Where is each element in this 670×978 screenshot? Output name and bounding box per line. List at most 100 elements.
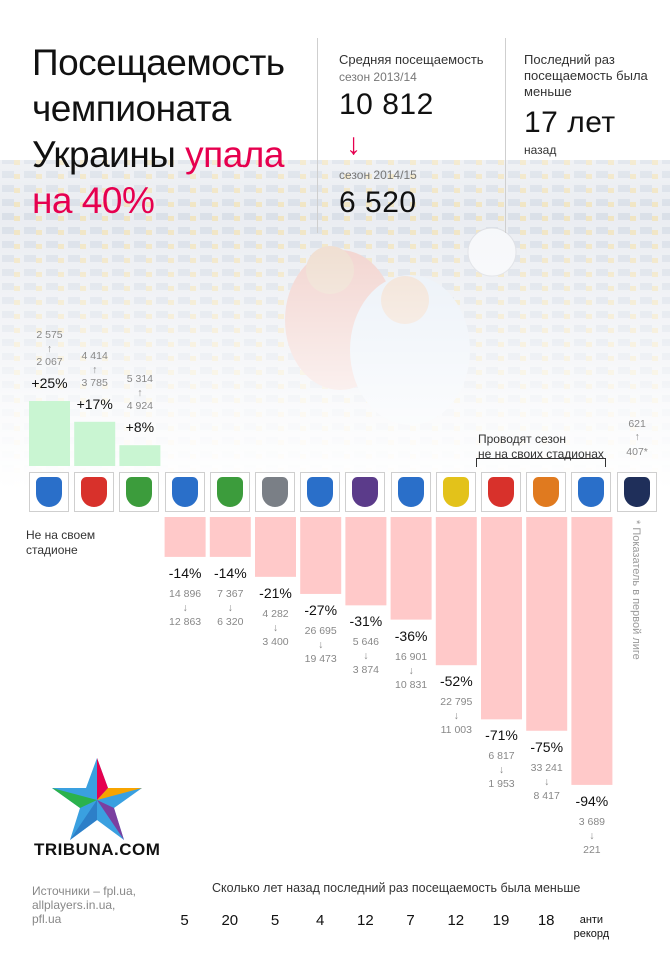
up-arrow-icon: ↑: [46, 343, 53, 355]
title-highlight: упала: [185, 134, 284, 175]
attendance-before-10: 22 795: [440, 696, 473, 709]
bar-13: [571, 517, 613, 785]
years-value-6: 5: [270, 912, 280, 929]
down-arrow-icon: ↓: [182, 601, 188, 614]
bar-4: [164, 517, 206, 557]
change-label-5: -14%: [213, 564, 247, 581]
club-logo-1: [29, 472, 69, 512]
club-logo-2: [74, 472, 115, 512]
change-label-13: -94%: [575, 792, 609, 809]
years-value-12: 18: [537, 912, 555, 929]
years-title: Сколько лет назад последний раз посещаем…: [212, 881, 581, 895]
group-label-2: не на своих стадионах: [478, 447, 604, 461]
shield-orange-icon: [533, 477, 560, 507]
title-line-3: Украины упала: [32, 132, 285, 178]
shield-blue-icon: [36, 477, 62, 507]
years-value-4: 5: [180, 912, 189, 929]
shield-gray-icon: [262, 477, 288, 507]
attendance-before-7: 26 695: [304, 624, 337, 637]
shield-green-icon: [216, 477, 243, 507]
down-arrow-icon: ↓: [408, 664, 414, 677]
avg-attendance-label: Средняя посещаемость: [339, 52, 484, 67]
attendance-before-8: 5 646: [352, 636, 380, 649]
shield-yellow-icon: [442, 477, 469, 507]
not-home-note-2: стадионе: [26, 543, 78, 557]
attendance-after-3: 5 314: [126, 373, 154, 386]
attendance-after-11: 1 953: [488, 778, 515, 791]
attendance-before-6: 4 282: [262, 607, 289, 620]
sources-1: Источники – fpl.ua,: [32, 884, 136, 898]
attendance-before-1: 2 067: [36, 356, 63, 368]
divider-2: [505, 38, 506, 233]
attendance-after-2: 4 414: [81, 349, 108, 362]
bar-8: [345, 517, 387, 606]
shield-red-icon: [81, 477, 108, 507]
bar-3: [119, 445, 161, 466]
change-label-3: +8%: [125, 419, 155, 436]
sources: Источники – fpl.ua, allplayers.in.ua, pf…: [32, 884, 136, 926]
season-2-value: 6 520: [339, 186, 417, 219]
change-label-10: -52%: [439, 673, 473, 690]
change-label-11: -71%: [485, 727, 518, 744]
title-line-3a: Украины: [32, 134, 186, 175]
shield-green-icon: [126, 477, 153, 507]
down-arrow-icon: ↓: [363, 650, 369, 663]
decrease-arrow-icon: ↓: [346, 128, 361, 161]
attendance-after-1: 2 575: [36, 329, 63, 341]
group-label: Проводят сезон не на своих стадионах: [478, 432, 604, 462]
season-1-label: сезон 2013/14: [339, 70, 417, 84]
change-label-2: +17%: [76, 395, 113, 412]
up-arrow-icon: ↑: [137, 387, 143, 400]
club-logo-4: [164, 472, 205, 512]
title-line-1: Посещаемость: [32, 42, 285, 83]
bar-2: [74, 421, 116, 466]
attendance-before-11: 6 817: [488, 750, 515, 763]
last-lower-suffix: назад: [524, 143, 557, 157]
attendance-before-2: 3 785: [81, 376, 108, 389]
club-logo-9: [390, 472, 431, 512]
bar-7: [300, 517, 342, 594]
down-arrow-icon: ↓: [589, 829, 595, 842]
attendance-after-4: 12 863: [169, 615, 202, 628]
years-value-8: 12: [357, 912, 374, 929]
page-title: Посещаемость чемпионата Украины упала на…: [32, 40, 285, 224]
down-arrow-icon: ↓: [453, 710, 459, 723]
club-logo-14: [616, 472, 657, 512]
club-logo-10: [435, 472, 476, 512]
attendance-after-14: 621: [628, 418, 646, 430]
change-label-4: -14%: [168, 564, 202, 581]
change-label-9: -36%: [394, 627, 428, 644]
attendance-after-12: 8 417: [533, 789, 560, 802]
change-label-8: -31%: [349, 613, 383, 630]
tribuna-star-logo: [52, 758, 142, 840]
club-logo-11: [481, 472, 521, 512]
bar-1: [29, 401, 70, 466]
attendance-after-8: 3 874: [352, 664, 380, 677]
down-arrow-icon: ↓: [227, 601, 233, 614]
change-label-6: -21%: [259, 584, 292, 601]
footnote: * Показатель в первой лиге: [630, 520, 642, 660]
attendance-after-13: 221: [583, 843, 601, 856]
years-value-13: анти рекорд: [573, 914, 610, 940]
years-value-10: 12: [447, 912, 465, 929]
change-label-12: -75%: [530, 738, 564, 755]
down-arrow-icon: ↓: [272, 621, 279, 634]
club-logo-8: [345, 472, 386, 512]
club-logo-3: [119, 472, 160, 512]
season-1-value: 10 812: [339, 88, 434, 121]
season-2-label: сезон 2014/15: [339, 168, 417, 182]
down-arrow-icon: ↓: [318, 638, 324, 651]
shield-blue-icon: [307, 477, 334, 507]
last-lower-label-1: Последний раз: [524, 52, 615, 67]
shield-navy-icon: [623, 477, 650, 507]
group-bracket: [476, 458, 606, 467]
attendance-after-6: 3 400: [262, 635, 289, 648]
change-label-1: +25%: [31, 375, 68, 391]
sources-3: pfl.ua: [32, 912, 62, 926]
bar-12: [526, 517, 568, 731]
not-home-note-1: Не на своем: [26, 528, 96, 542]
last-lower-value: 17 лет: [524, 106, 616, 139]
last-lower-label-2: посещаемость была: [524, 68, 648, 83]
down-arrow-icon: ↓: [498, 764, 505, 777]
